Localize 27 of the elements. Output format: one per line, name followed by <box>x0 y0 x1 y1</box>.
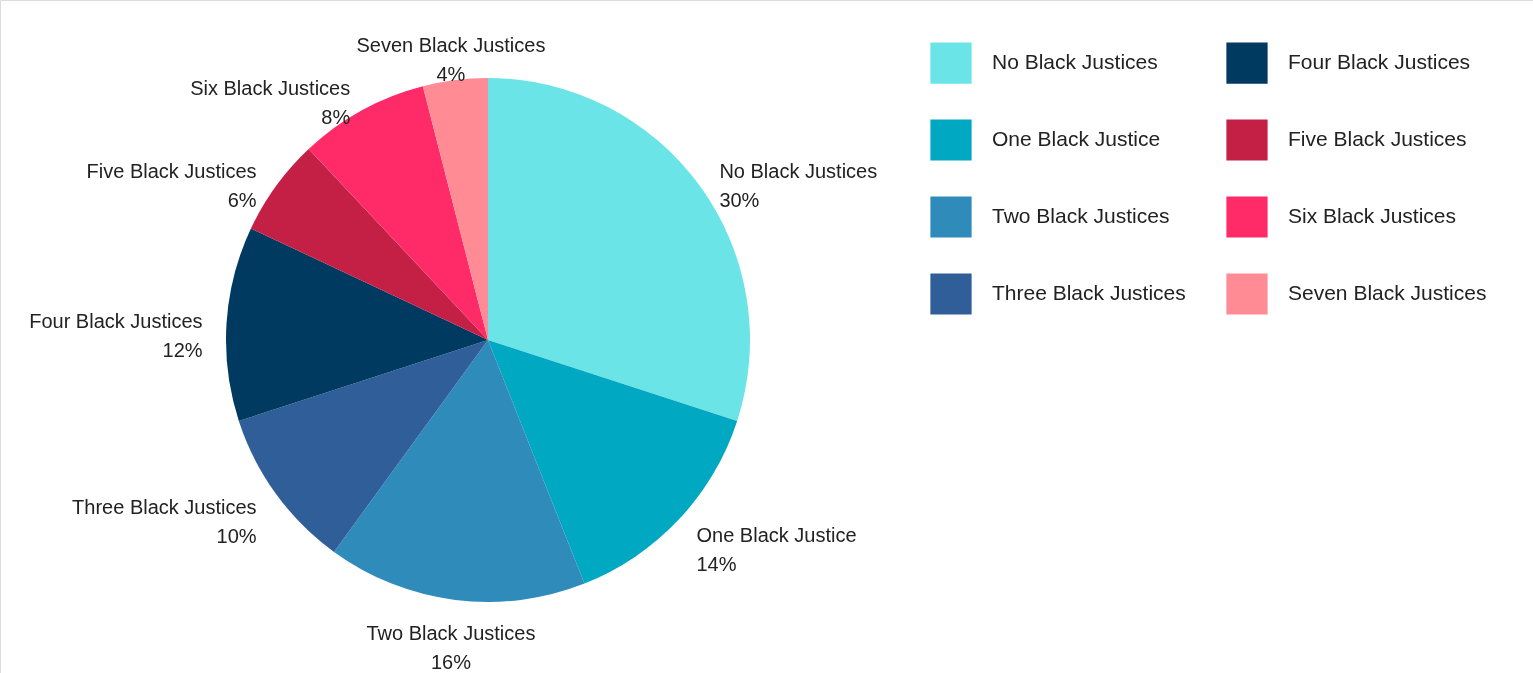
slice-label: Five Black Justices <box>86 159 257 182</box>
legend-label: Two Black Justices <box>992 204 1170 227</box>
data-label: 4% <box>436 63 466 86</box>
legend-label: Four Black Justices <box>1288 50 1471 74</box>
pie-slice <box>334 340 585 602</box>
legend-label: Six Black Justices <box>1288 204 1457 227</box>
data-label: 16% <box>430 650 472 673</box>
slice-label: One Black Justice <box>696 523 857 546</box>
slice-label: Six Black Justices <box>190 77 351 100</box>
slice-label: Three Black Justices <box>72 496 257 519</box>
data-label: 30% <box>719 188 760 211</box>
legend-label: Seven Black Justices <box>1288 281 1487 304</box>
slice-label: Two Black Justices <box>366 621 536 644</box>
slice-label: No Black Justices <box>719 159 878 182</box>
data-label: 14% <box>696 552 737 575</box>
data-label: 12% <box>162 339 203 362</box>
data-label: 10% <box>216 525 257 548</box>
slice-label: Seven Black Justices <box>356 34 546 57</box>
legend-label: No Black Justices <box>992 50 1158 74</box>
data-label: 6% <box>227 188 257 211</box>
pie-slice <box>488 340 738 584</box>
pie-slice <box>226 228 488 421</box>
data-label: 8% <box>321 106 351 129</box>
legend-label: Three Black Justices <box>992 281 1186 304</box>
legend-label: One Black Justice <box>992 127 1161 150</box>
slice-label: Four Black Justices <box>29 310 203 333</box>
legend-label: Five Black Justices <box>1288 127 1467 150</box>
